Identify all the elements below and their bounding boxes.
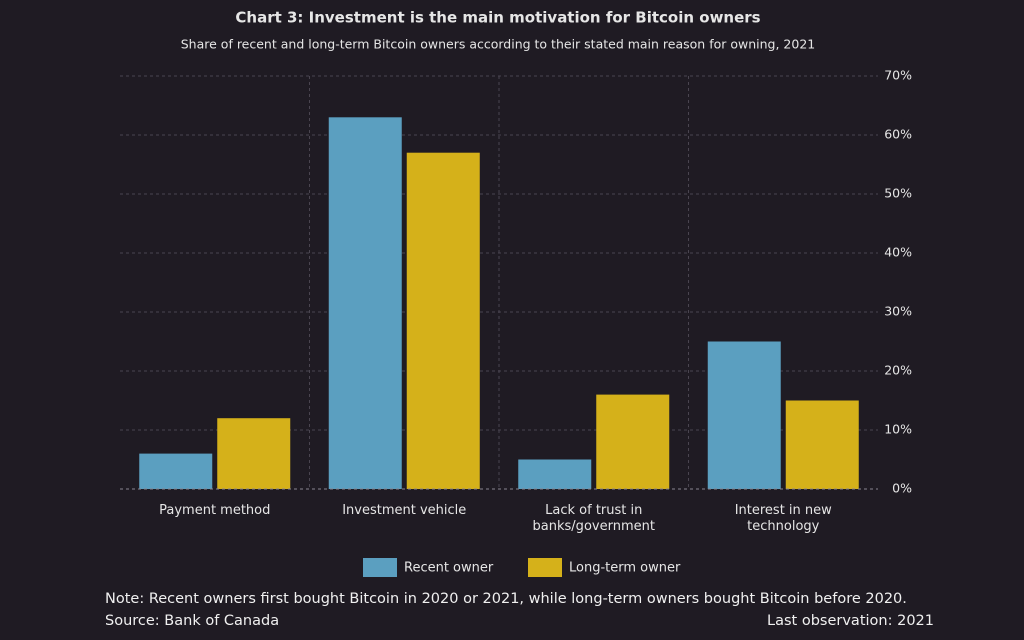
y-tick-label: 50% [884,186,912,201]
bar [518,459,592,489]
y-tick-label: 0% [892,481,912,496]
legend-swatch [528,558,562,577]
y-tick-label: 60% [884,127,912,142]
y-tick-label: 40% [884,245,912,260]
chart-subtitle: Share of recent and long-term Bitcoin ow… [181,37,816,52]
bar [217,418,291,489]
legend-label: Recent owner [404,561,494,576]
y-tick-label: 10% [884,422,912,437]
bar [785,400,859,489]
bar [596,394,670,489]
x-tick-label: Investment vehicle [342,503,467,518]
y-tick-label: 20% [884,363,912,378]
chart-title: Chart 3: Investment is the main motivati… [235,9,760,27]
bar [139,453,213,489]
x-tick-label: Payment method [159,503,271,518]
x-tick-label: Interest in new technology [734,503,832,534]
bar [406,152,480,489]
bar [328,117,402,490]
y-tick-label: 30% [884,304,912,319]
source: Source: Bank of Canada [105,613,280,629]
legend-label: Long-term owner [569,561,681,576]
legend-swatch [363,558,397,577]
note: Note: Recent owners first bought Bitcoin… [105,591,907,607]
y-tick-label: 70% [884,68,912,83]
bar [707,341,781,489]
last-observation: Last observation: 2021 [767,613,934,629]
x-tick-label: Lack of trust in banks/government [532,503,655,534]
